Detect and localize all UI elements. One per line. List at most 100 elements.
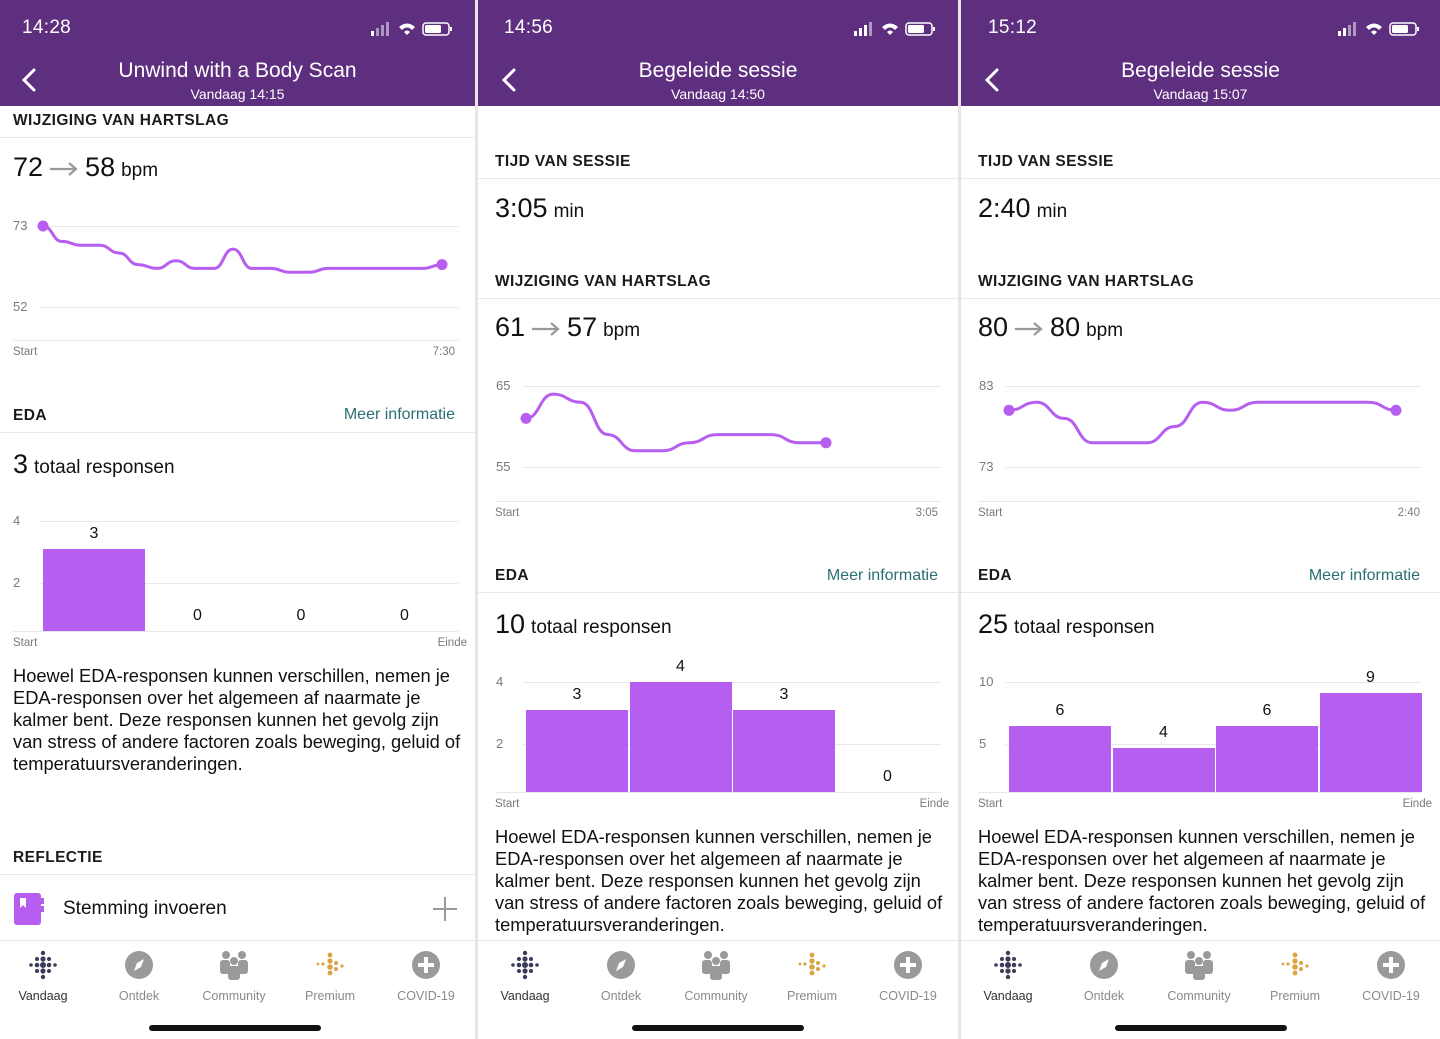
- eda-total-count: 10: [495, 609, 526, 639]
- status-icons: [371, 22, 452, 36]
- page-title: Unwind with a Body Scan: [118, 59, 357, 82]
- tab-premium[interactable]: Premium: [764, 949, 860, 1003]
- divider: [0, 874, 475, 875]
- fitbit-dots-icon: [29, 950, 57, 980]
- divider: [961, 298, 1440, 299]
- gridline: [495, 792, 941, 793]
- tab-label: Ontdek: [1083, 989, 1125, 1003]
- divider: [0, 432, 475, 433]
- hr-to: 58: [85, 152, 116, 182]
- tab-label: COVID-19: [879, 989, 937, 1003]
- tab-label: Premium: [1269, 989, 1320, 1003]
- hr-change-value: 80 80 bpm: [978, 312, 1123, 343]
- eda-bar-value: 0: [883, 768, 892, 785]
- eda-bar-value: 6: [1055, 702, 1065, 719]
- gridline: [523, 744, 941, 745]
- home-indicator[interactable]: [632, 1025, 804, 1031]
- hr-line-chart: [37, 220, 448, 274]
- eda-total-count: 3: [13, 449, 29, 479]
- premium-dots-icon: [798, 952, 826, 976]
- hr-unit: bpm: [1086, 320, 1124, 341]
- tab-premium[interactable]: Premium: [282, 949, 378, 1003]
- premium-dots-icon: [1281, 952, 1309, 976]
- mood-entry-label: Stemming invoeren: [63, 898, 227, 919]
- page-subtitle: Vandaag 14:50: [671, 86, 765, 102]
- more-info-link[interactable]: Meer informatie: [343, 406, 455, 423]
- eda-total-label: totaal responsen: [34, 457, 175, 478]
- eda-x-end: Einde: [1402, 798, 1432, 810]
- arrow-right-icon: [1015, 322, 1043, 336]
- home-indicator[interactable]: [1115, 1025, 1287, 1031]
- compass-icon: [1090, 951, 1118, 979]
- hr-y-top: 65: [496, 378, 511, 393]
- eda-section-label: EDA: [495, 567, 529, 584]
- plus-circle-icon: [1377, 951, 1405, 979]
- gridline: [13, 340, 458, 341]
- header: 14:56 Begeleide sessie Vandaag 14:50: [478, 0, 958, 106]
- eda-bar-value: 4: [1159, 724, 1168, 741]
- tab-community[interactable]: Community: [186, 949, 282, 1003]
- eda-x-start: Start: [978, 798, 1003, 810]
- tab-community[interactable]: Community: [668, 949, 764, 1003]
- gridline: [40, 583, 458, 584]
- eda-bar: [43, 548, 145, 631]
- plus-circle-icon: [894, 951, 922, 979]
- tab-vandaag[interactable]: Vandaag: [961, 949, 1056, 1003]
- eda-bar-value: 3: [779, 685, 789, 703]
- eda-description: Hoewel EDA-responsen kunnen verschillen,…: [13, 665, 461, 774]
- hr-end-point: [1390, 404, 1402, 416]
- eda-total: 3 totaal responsen: [13, 449, 175, 480]
- add-plus-icon[interactable]: [432, 896, 458, 922]
- more-info-link[interactable]: Meer informatie: [826, 567, 938, 584]
- back-chevron-icon[interactable]: [16, 66, 44, 94]
- hr-from: 72: [13, 152, 44, 182]
- more-info-link[interactable]: Meer informatie: [1308, 567, 1420, 584]
- eda-description: Hoewel EDA-responsen kunnen verschillen,…: [495, 826, 943, 935]
- tab-vandaag[interactable]: Vandaag: [0, 949, 91, 1003]
- hr-change-value: 72 58 bpm: [13, 152, 158, 183]
- tab-covid[interactable]: COVID-19: [860, 949, 956, 1003]
- status-time: 15:12: [988, 17, 1038, 38]
- gridline: [523, 386, 941, 387]
- tab-bar: Vandaag Ontdek Community Premium COVID-1…: [478, 940, 958, 1039]
- gridline: [1006, 744, 1421, 745]
- tab-covid[interactable]: COVID-19: [378, 949, 474, 1003]
- header: 15:12 Begeleide sessie Vandaag 15:07: [961, 0, 1440, 106]
- tab-bar: Vandaag Ontdek Community Premium COVID-1…: [961, 940, 1440, 1039]
- eda-bar-value: 3: [89, 524, 99, 542]
- eda-total: 10 totaal responsen: [495, 609, 672, 640]
- compass-icon: [125, 951, 153, 979]
- tab-ontdek[interactable]: Ontdek: [1056, 949, 1152, 1003]
- gridline: [523, 467, 941, 468]
- hr-start-point: [37, 220, 49, 232]
- community-icon: [702, 951, 730, 980]
- hr-from: 61: [495, 312, 526, 342]
- community-icon: [1185, 951, 1213, 980]
- tab-premium[interactable]: Premium: [1247, 949, 1343, 1003]
- mood-entry-row[interactable]: Stemming invoeren: [0, 884, 475, 934]
- tab-vandaag[interactable]: Vandaag: [478, 949, 573, 1003]
- eda-y-mid: 5: [979, 736, 987, 751]
- hr-series-line: [1008, 400, 1397, 445]
- tab-ontdek[interactable]: Ontdek: [91, 949, 187, 1003]
- tab-label: Premium: [304, 989, 355, 1003]
- divider: [961, 178, 1440, 179]
- tab-label: Vandaag: [983, 989, 1033, 1003]
- home-indicator[interactable]: [149, 1025, 321, 1031]
- tab-covid[interactable]: COVID-19: [1343, 949, 1439, 1003]
- back-chevron-icon[interactable]: [979, 66, 1007, 94]
- tab-community[interactable]: Community: [1151, 949, 1247, 1003]
- eda-y-top: 4: [13, 513, 21, 528]
- gridline: [40, 307, 458, 308]
- hr-to: 57: [567, 312, 598, 342]
- eda-y-mid: 2: [496, 736, 504, 751]
- hr-x-start: Start: [13, 346, 38, 358]
- hr-start-point: [520, 412, 532, 424]
- tab-label: Community: [202, 989, 266, 1003]
- eda-x-start: Start: [13, 637, 38, 649]
- journal-icon: [14, 893, 44, 925]
- arrow-right-icon: [532, 322, 560, 336]
- tab-ontdek[interactable]: Ontdek: [573, 949, 669, 1003]
- eda-section-label: EDA: [13, 407, 47, 424]
- back-chevron-icon[interactable]: [496, 66, 524, 94]
